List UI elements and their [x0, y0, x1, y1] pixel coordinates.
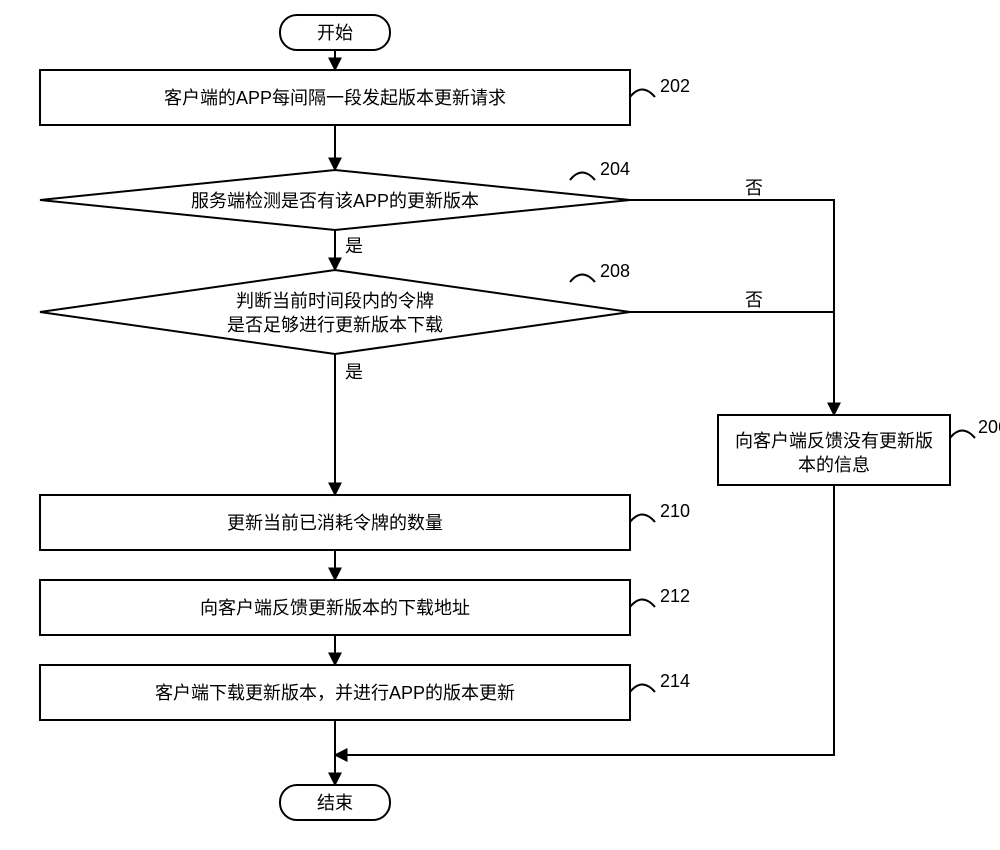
decision-208-line1: 判断当前时间段内的令牌 [236, 291, 434, 311]
decision-204-text: 服务端检测是否有该APP的更新版本 [191, 191, 479, 211]
leader-210 [630, 515, 655, 523]
num-206: 206 [978, 417, 1000, 437]
process-206-line1: 向客户端反馈没有更新版 [735, 431, 933, 451]
num-210: 210 [660, 501, 690, 521]
process-206-line2: 本的信息 [798, 455, 870, 475]
yes-label-208: 是 [345, 362, 363, 382]
num-204: 204 [600, 159, 630, 179]
process-210-text: 更新当前已消耗令牌的数量 [227, 513, 443, 533]
leader-204 [570, 173, 595, 181]
terminal-end-label: 结束 [317, 793, 353, 813]
num-212: 212 [660, 586, 690, 606]
terminal-start-label: 开始 [317, 23, 353, 43]
num-202: 202 [660, 76, 690, 96]
leader-206 [950, 431, 975, 439]
leader-212 [630, 600, 655, 608]
no-label-208: 否 [745, 290, 763, 310]
flowchart-canvas: 开始 客户端的APP每间隔一段发起版本更新请求 202 服务端检测是否有该APP… [0, 0, 1000, 850]
num-208: 208 [600, 261, 630, 281]
num-214: 214 [660, 671, 690, 691]
edge [630, 312, 834, 415]
yes-label-204: 是 [345, 236, 363, 256]
process-212-text: 向客户端反馈更新版本的下载地址 [200, 598, 470, 618]
no-label-204: 否 [745, 178, 763, 198]
process-202-text: 客户端的APP每间隔一段发起版本更新请求 [164, 88, 506, 108]
decision-208 [40, 270, 630, 354]
process-214-text: 客户端下载更新版本，并进行APP的版本更新 [155, 683, 515, 703]
decision-208-line2: 是否足够进行更新版本下载 [227, 315, 443, 335]
edge [630, 200, 834, 415]
leader-208 [570, 275, 595, 283]
leader-214 [630, 685, 655, 693]
leader-202 [630, 90, 655, 98]
